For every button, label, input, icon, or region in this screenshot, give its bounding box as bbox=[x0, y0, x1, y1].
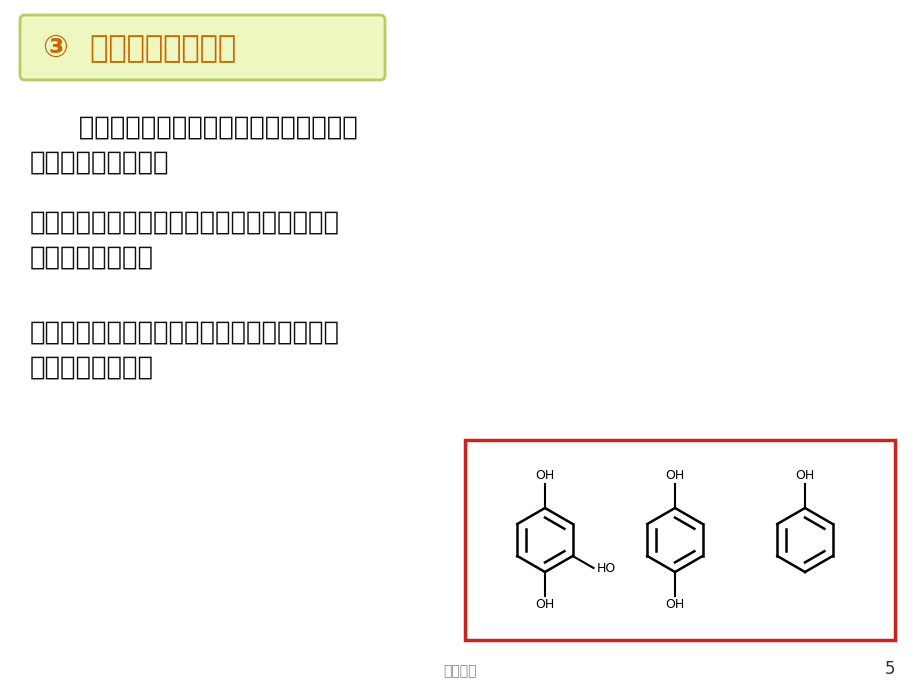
Text: 分子较大，极性基团少的物质：亲脂性较强，: 分子较大，极性基团少的物质：亲脂性较强， bbox=[30, 320, 340, 346]
Text: 5: 5 bbox=[883, 660, 894, 678]
Text: HO: HO bbox=[596, 562, 615, 575]
Text: OH: OH bbox=[664, 469, 684, 482]
Text: OH: OH bbox=[535, 469, 554, 482]
Text: 由分子中官能团的种类、数目、及排列方: 由分子中官能团的种类、数目、及排列方 bbox=[30, 115, 357, 141]
Text: 知识分析: 知识分析 bbox=[443, 664, 476, 678]
Text: 分子较小，极性基团多的物质：亲水性较强，: 分子较小，极性基团多的物质：亲水性较强， bbox=[30, 210, 340, 236]
FancyBboxPatch shape bbox=[20, 15, 384, 80]
Bar bbox=[464, 440, 894, 640]
Text: ③  化合物的极性判断: ③ 化合物的极性判断 bbox=[43, 33, 236, 62]
Text: OH: OH bbox=[664, 598, 684, 611]
Text: 易溢于亲脂性溶剂: 易溢于亲脂性溶剂 bbox=[30, 355, 153, 381]
Text: OH: OH bbox=[795, 469, 813, 482]
Text: OH: OH bbox=[535, 598, 554, 611]
Text: 易溢于亲水性溶剂: 易溢于亲水性溶剂 bbox=[30, 245, 153, 271]
Text: 式等综合因素决定。: 式等综合因素决定。 bbox=[30, 150, 169, 176]
